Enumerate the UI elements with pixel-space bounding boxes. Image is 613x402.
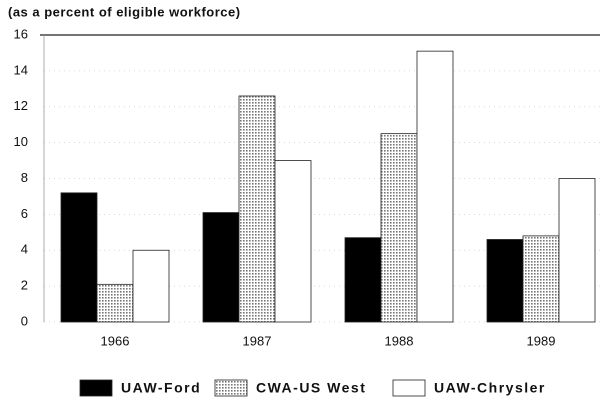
y-tick-label: 2: [21, 278, 28, 293]
legend-swatch: [392, 379, 426, 397]
bar: [274, 160, 312, 323]
bar: [96, 283, 134, 323]
x-tick-label: 1988: [385, 333, 414, 348]
legend-label: CWA-US West: [256, 380, 366, 396]
x-tick-label: 1966: [101, 333, 130, 348]
legend-swatch: [214, 379, 248, 397]
y-tick-label: 6: [21, 206, 28, 221]
y-tick-label: 10: [14, 134, 28, 149]
y-tick-label: 8: [21, 170, 28, 185]
y-tick-label: 16: [14, 26, 28, 41]
chart-title: (as a percent of eligible workforce): [8, 4, 241, 19]
y-tick-label: 0: [21, 313, 28, 328]
legend-label: UAW-Ford: [121, 380, 201, 396]
bar: [132, 249, 170, 323]
bar: [238, 95, 276, 323]
bar: [522, 235, 560, 323]
legend-swatch: [79, 379, 113, 397]
y-tick-label: 14: [14, 62, 28, 77]
bar: [60, 192, 98, 323]
x-tick-label: 1989: [527, 333, 556, 348]
bar: [202, 212, 240, 323]
bar: [558, 178, 596, 323]
bar: [486, 239, 524, 323]
bar: [380, 133, 418, 323]
bar: [416, 50, 454, 323]
legend-label: UAW-Chrysler: [434, 380, 546, 396]
x-tick-label: 1987: [243, 333, 272, 348]
y-tick-label: 4: [21, 242, 28, 257]
y-tick-label: 12: [14, 98, 28, 113]
bar: [344, 237, 382, 323]
